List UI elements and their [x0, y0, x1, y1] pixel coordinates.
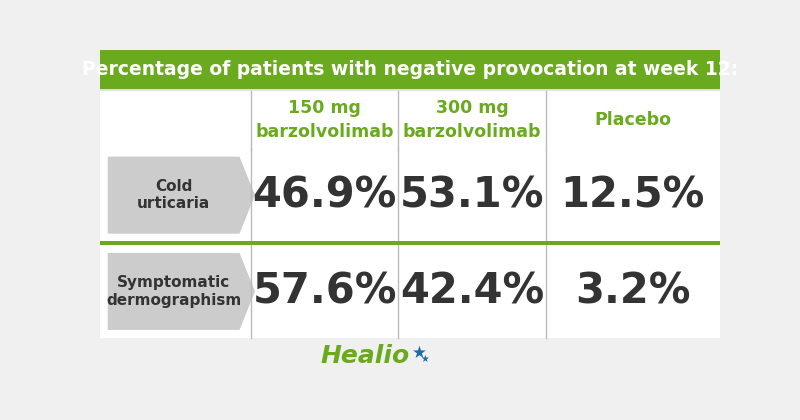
Text: Symptomatic
dermographism: Symptomatic dermographism [106, 275, 242, 307]
Text: 42.4%: 42.4% [400, 270, 544, 312]
Text: Placebo: Placebo [594, 111, 671, 129]
Text: Percentage of patients with negative provocation at week 12:: Percentage of patients with negative pro… [82, 60, 738, 79]
Text: 53.1%: 53.1% [400, 174, 544, 216]
Text: 57.6%: 57.6% [253, 270, 397, 312]
Text: ★: ★ [412, 344, 427, 362]
Text: Cold
urticaria: Cold urticaria [137, 179, 210, 211]
FancyBboxPatch shape [100, 245, 720, 338]
Polygon shape [108, 253, 255, 330]
Text: Healio: Healio [321, 344, 410, 368]
FancyBboxPatch shape [100, 149, 720, 242]
FancyBboxPatch shape [100, 91, 720, 149]
FancyBboxPatch shape [100, 50, 720, 89]
Text: 3.2%: 3.2% [575, 270, 690, 312]
FancyBboxPatch shape [100, 241, 720, 245]
FancyBboxPatch shape [100, 89, 720, 91]
Text: 150 mg
barzolvolimab: 150 mg barzolvolimab [255, 99, 394, 141]
Text: ★: ★ [420, 354, 429, 364]
Text: 300 mg
barzolvolimab: 300 mg barzolvolimab [402, 99, 542, 141]
Text: 12.5%: 12.5% [561, 174, 705, 216]
Text: 46.9%: 46.9% [253, 174, 397, 216]
Polygon shape [108, 157, 255, 234]
